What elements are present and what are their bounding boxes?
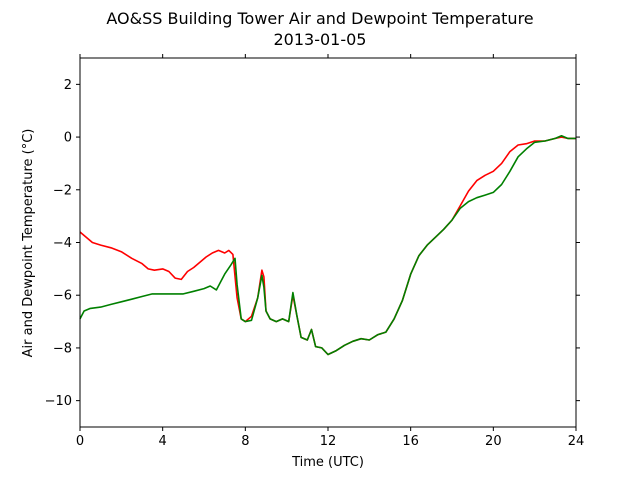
x-tick-label-5: 20 <box>485 434 502 449</box>
y-tick-label-1: 0 <box>64 131 72 146</box>
x-axis-label: Time (UTC) <box>291 455 364 470</box>
y-axis-label: Air and Dewpoint Temperature (°C) <box>21 129 36 358</box>
series-layer <box>79 135 576 356</box>
x-tick-label-1: 4 <box>159 434 167 449</box>
y-tick-label-0: 2 <box>64 78 72 93</box>
y-tick-label-4: −6 <box>53 289 72 304</box>
x-tick-label-6: 24 <box>568 434 585 449</box>
series-line-0 <box>79 136 576 356</box>
y-tick-label-6: −10 <box>45 394 72 409</box>
x-tick-label-4: 16 <box>402 434 419 449</box>
chart-title-line1: AO&SS Building Tower Air and Dewpoint Te… <box>106 9 533 28</box>
x-tick-label-0: 0 <box>76 434 84 449</box>
y-tick-label-5: −8 <box>53 341 72 356</box>
chart-title-line2: 2013-01-05 <box>274 30 367 49</box>
y-tick-label-2: −2 <box>53 183 72 198</box>
x-tick-label-2: 8 <box>241 434 249 449</box>
plot-frame <box>79 57 577 428</box>
y-tick-label-3: −4 <box>53 236 72 251</box>
x-tick-label-3: 12 <box>320 434 337 449</box>
series-line-1 <box>79 135 576 356</box>
